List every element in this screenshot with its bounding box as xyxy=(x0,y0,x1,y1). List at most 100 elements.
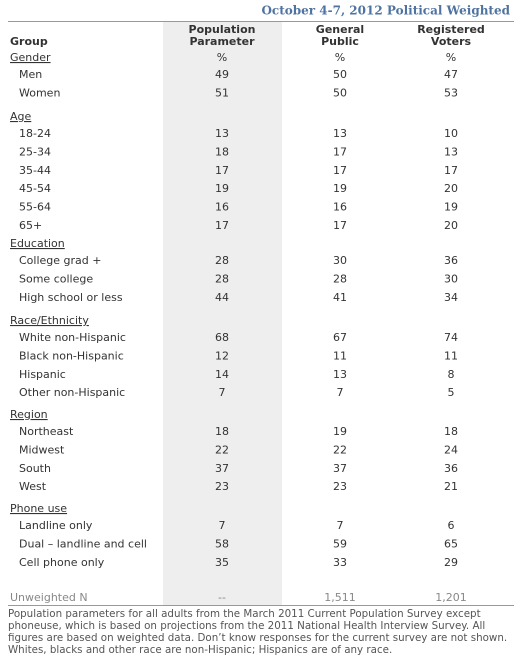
cell: 8 xyxy=(448,368,455,381)
cell: 1,511 xyxy=(324,591,356,604)
row-label: Midwest xyxy=(19,443,65,456)
row-label: 55-64 xyxy=(19,201,51,214)
row-label: South xyxy=(19,462,51,475)
cell: 51 xyxy=(215,86,229,99)
row-label: 25-34 xyxy=(19,145,51,158)
row-label: Other non-Hispanic xyxy=(19,386,125,399)
cell: 6 xyxy=(448,519,455,532)
row-label: Landline only xyxy=(19,519,93,532)
cell: 17 xyxy=(333,219,347,232)
cell: 23 xyxy=(215,480,229,493)
cell: 5 xyxy=(448,386,455,399)
row-label: 45-54 xyxy=(19,182,51,195)
section-heading: Phone use xyxy=(10,502,67,515)
cell: 58 xyxy=(215,537,229,550)
cell: 14 xyxy=(215,368,229,381)
row-label: College grad + xyxy=(19,254,101,267)
cell: 19 xyxy=(333,425,347,438)
cell: 36 xyxy=(444,254,458,267)
cell: 19 xyxy=(215,182,229,195)
cell: 18 xyxy=(444,425,458,438)
unit-label: % xyxy=(335,51,345,64)
row-label: Women xyxy=(19,86,60,99)
column-header: Population Parameter xyxy=(189,23,256,48)
cell: 13 xyxy=(215,127,229,140)
row-label: Black non-Hispanic xyxy=(19,349,124,362)
cell: 7 xyxy=(219,519,226,532)
cell: 7 xyxy=(337,519,344,532)
cell: 13 xyxy=(333,368,347,381)
section-heading: Education xyxy=(10,237,65,250)
row-label: 18-24 xyxy=(19,127,51,140)
column-shade xyxy=(163,22,282,606)
unit-label: % xyxy=(446,51,456,64)
cell: 18 xyxy=(215,145,229,158)
cell: 17 xyxy=(444,164,458,177)
cell: 36 xyxy=(444,462,458,475)
table: October 4-7, 2012 Political Weighted Gro… xyxy=(8,4,514,606)
row-label: Northeast xyxy=(19,425,74,438)
cell: 44 xyxy=(215,291,229,304)
cell: 1,201 xyxy=(435,591,467,604)
section-heading: Age xyxy=(10,110,32,123)
row-label: West xyxy=(19,480,47,493)
cell: 41 xyxy=(333,291,347,304)
cell: 19 xyxy=(333,182,347,195)
section-heading: Region xyxy=(10,408,48,421)
row-label: Some college xyxy=(19,272,93,285)
section-heading: Gender xyxy=(10,51,51,64)
cell: 28 xyxy=(215,272,229,285)
cell: 7 xyxy=(219,386,226,399)
cell: 17 xyxy=(215,164,229,177)
row-label: High school or less xyxy=(19,291,123,304)
cell: 17 xyxy=(215,219,229,232)
section-heading: Race/Ethnicity xyxy=(10,314,89,327)
cell: 20 xyxy=(444,182,458,195)
cell: 18 xyxy=(215,425,229,438)
column-header: General Public xyxy=(316,23,364,48)
cell: 22 xyxy=(333,443,347,456)
cell: 49 xyxy=(215,68,229,81)
cell: 17 xyxy=(333,145,347,158)
cell: 33 xyxy=(333,556,347,569)
cell: 28 xyxy=(215,254,229,267)
cell: 17 xyxy=(333,164,347,177)
row-label: Unweighted N xyxy=(10,591,88,604)
cell: 12 xyxy=(215,349,229,362)
cell: 50 xyxy=(333,68,347,81)
cell: -- xyxy=(218,591,226,604)
cell: 35 xyxy=(215,556,229,569)
cell: 59 xyxy=(333,537,347,550)
row-label: Men xyxy=(19,68,42,81)
cell: 16 xyxy=(215,201,229,214)
row-label: 35-44 xyxy=(19,164,51,177)
row-label: Cell phone only xyxy=(19,556,105,569)
cell: 37 xyxy=(215,462,229,475)
cell: 30 xyxy=(333,254,347,267)
unit-label: % xyxy=(217,51,227,64)
cell: 74 xyxy=(444,331,458,344)
cell: 22 xyxy=(215,443,229,456)
cell: 30 xyxy=(444,272,458,285)
column-header: Registered Voters xyxy=(417,23,485,48)
cell: 53 xyxy=(444,86,458,99)
column-header: Group xyxy=(10,35,48,48)
cell: 50 xyxy=(333,86,347,99)
title: October 4-7, 2012 Political Weighted xyxy=(261,4,510,18)
row-label: Dual – landline and cell xyxy=(19,537,147,550)
cell: 13 xyxy=(333,127,347,140)
cell: 19 xyxy=(444,201,458,214)
cell: 11 xyxy=(333,349,347,362)
cell: 10 xyxy=(444,127,458,140)
cell: 34 xyxy=(444,291,458,304)
cell: 29 xyxy=(444,556,458,569)
row-label: Hispanic xyxy=(19,368,66,381)
cell: 67 xyxy=(333,331,347,344)
cell: 23 xyxy=(333,480,347,493)
footnote: Population parameters for all adults fro… xyxy=(8,608,508,656)
cell: 13 xyxy=(444,145,458,158)
cell: 11 xyxy=(444,349,458,362)
row-label: White non-Hispanic xyxy=(19,331,126,344)
cell: 37 xyxy=(333,462,347,475)
